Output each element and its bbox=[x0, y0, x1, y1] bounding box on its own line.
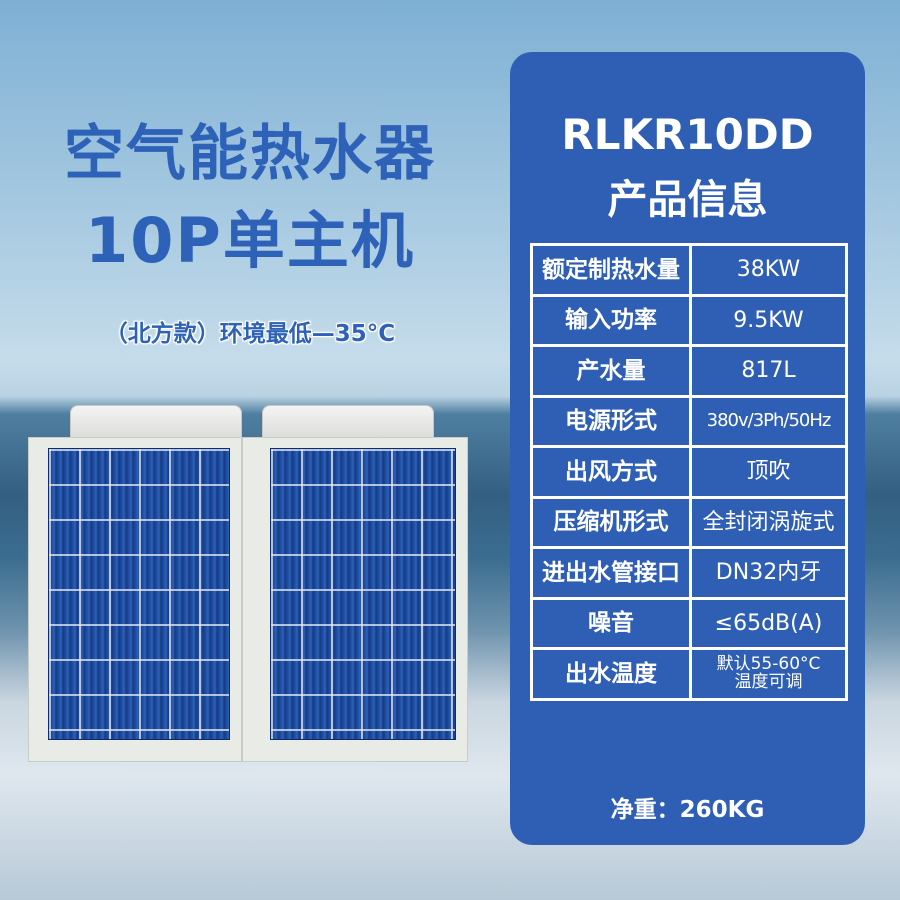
spec-label: 出水温度 bbox=[530, 647, 692, 701]
net-weight: 净重：260KG bbox=[610, 797, 765, 823]
headline-subtitle: （北方款）环境最低—35°C bbox=[104, 321, 396, 347]
spec-value: 380v/3Ph/50Hz bbox=[689, 394, 848, 448]
table-row: 额定制热水量 38KW bbox=[530, 243, 848, 297]
table-row: 进出水管接口 DN32内牙 bbox=[530, 546, 848, 600]
coil-left bbox=[48, 448, 230, 740]
spec-label: 噪音 bbox=[530, 596, 692, 650]
fan-cover-left bbox=[70, 405, 242, 439]
spec-value: 全封闭涡旋式 bbox=[689, 495, 848, 549]
spec-value-line2: 温度可调 bbox=[734, 671, 803, 692]
table-row: 压缩机形式 全封闭涡旋式 bbox=[530, 495, 848, 549]
spec-value: 顶吹 bbox=[689, 445, 848, 499]
panel-title: 产品信息 bbox=[607, 177, 768, 223]
spec-label: 出风方式 bbox=[530, 445, 692, 499]
headline-model: 10P单主机 bbox=[85, 204, 415, 277]
spec-label: 压缩机形式 bbox=[530, 495, 692, 549]
table-row: 输入功率 9.5KW bbox=[530, 293, 848, 347]
spec-value: 9.5KW bbox=[689, 293, 848, 347]
spec-value: 默认55-60°C 温度可调 bbox=[689, 647, 848, 701]
table-row: 出水温度 默认55-60°C 温度可调 bbox=[530, 647, 848, 701]
model-number: RLKR10DD bbox=[561, 110, 814, 159]
spec-value: 38KW bbox=[689, 243, 848, 297]
table-row: 产水量 817L bbox=[530, 344, 848, 398]
table-row: 噪音 ≤65dB(A) bbox=[530, 596, 848, 650]
table-row: 电源形式 380v/3Ph/50Hz bbox=[530, 394, 848, 448]
headline-title: 空气能热水器 bbox=[64, 119, 436, 189]
spec-value: 817L bbox=[689, 344, 848, 398]
spec-label: 产水量 bbox=[530, 344, 692, 398]
spec-value-line1: 默认55-60°C bbox=[716, 653, 821, 674]
fan-cover-right bbox=[262, 405, 434, 439]
spec-label: 额定制热水量 bbox=[530, 243, 692, 297]
spec-value: DN32内牙 bbox=[689, 546, 848, 600]
spec-value: ≤65dB(A) bbox=[689, 596, 848, 650]
table-row: 出风方式 顶吹 bbox=[530, 445, 848, 499]
spec-label: 电源形式 bbox=[530, 394, 692, 448]
spec-table: 额定制热水量 38KW 输入功率 9.5KW 产水量 817L 电源形式 380v/3P… bbox=[530, 243, 848, 701]
spec-label: 输入功率 bbox=[530, 293, 692, 347]
spec-label: 进出水管接口 bbox=[530, 546, 692, 600]
coil-right bbox=[270, 448, 456, 740]
product-info-panel: RLKR10DD 产品信息 额定制热水量 38KW 输入功率 9.5KW 产水量 81… bbox=[510, 52, 865, 845]
